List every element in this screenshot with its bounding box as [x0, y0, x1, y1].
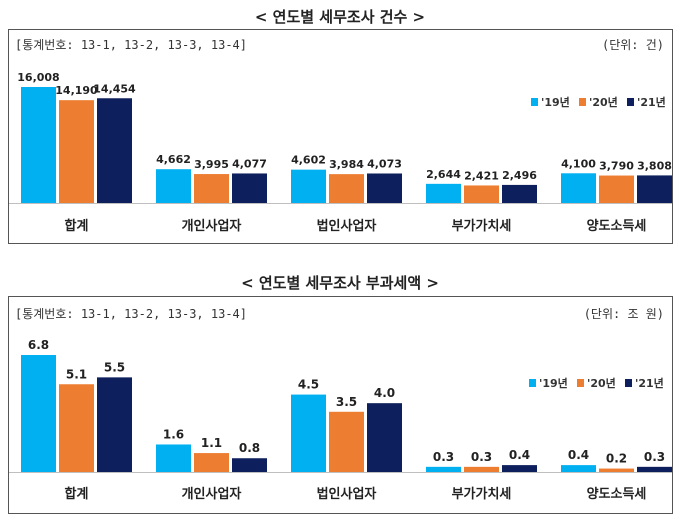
chart2-legend-swatch — [625, 379, 632, 387]
chart2-bar — [194, 453, 229, 472]
chart1-data-label: 3,790 — [599, 160, 634, 173]
chart2-legend-swatch — [529, 379, 536, 387]
chart1-bar — [561, 173, 596, 203]
chart2-category-label: 부가가치세 — [452, 486, 512, 502]
chart2-title: < 연도별 세무조사 부과세액 > — [241, 274, 439, 292]
chart1-source-note: [통계번호: 13-1, 13-2, 13-3, 13-4] — [15, 38, 248, 52]
chart2-bar — [464, 466, 499, 472]
chart1-bar — [637, 175, 672, 203]
chart2-bar — [156, 444, 191, 472]
chart1-bar — [367, 173, 402, 203]
chart1-legend-swatch — [627, 98, 634, 106]
chart1-data-label: 2,644 — [426, 168, 461, 181]
chart1-title: < 연도별 세무조사 건수 > — [254, 8, 426, 26]
chart2-source-note: [통계번호: 13-1, 13-2, 13-3, 13-4] — [15, 307, 248, 321]
chart1-data-label: 4,073 — [367, 157, 402, 170]
chart1-bar — [426, 183, 461, 203]
chart1-data-label: 3,995 — [194, 158, 229, 171]
chart1-data-label: 14,454 — [93, 82, 136, 95]
chart2-category-label: 개인사업자 — [182, 486, 242, 502]
chart2-legend-label: '21년 — [635, 376, 664, 390]
chart2-bar — [97, 377, 132, 472]
chart2-data-label: 5.5 — [104, 360, 125, 374]
chart1-category-label: 합계 — [65, 218, 89, 234]
chart2-category-label: 법인사업자 — [317, 486, 377, 502]
chart1-data-label: 4,662 — [156, 153, 191, 166]
chart2-bar — [329, 411, 364, 472]
chart2-bar — [21, 355, 56, 472]
chart1-data-label: 3,984 — [329, 158, 364, 171]
chart2-bar — [502, 465, 537, 472]
chart2-data-label: 1.6 — [163, 427, 184, 441]
chart1-legend-label: '21년 — [637, 95, 666, 109]
chart1-data-label: 16,008 — [17, 71, 59, 84]
chart1-data-label: 14,190 — [55, 84, 98, 97]
chart2-category-label: 양도소득세 — [587, 487, 647, 502]
chart2-data-label: 0.3 — [644, 450, 665, 464]
chart1-bar — [502, 184, 537, 203]
chart2-bar — [367, 403, 402, 472]
chart2-bar — [59, 384, 94, 472]
chart2-data-label: 4.0 — [374, 386, 395, 400]
chart1-unit-note: (단위: 건) — [601, 38, 664, 52]
chart2-data-label: 5.1 — [66, 367, 87, 381]
chart2-data-label: 1.1 — [201, 436, 222, 450]
chart2-bar — [561, 465, 596, 472]
chart1-bar — [599, 175, 634, 203]
chart2-data-label: 0.4 — [568, 448, 589, 462]
chart1-bar — [21, 87, 56, 203]
chart1-bar — [464, 185, 499, 203]
chart1-bar — [156, 169, 191, 203]
chart2-data-label: 0.8 — [239, 441, 260, 455]
chart2-bar — [426, 466, 461, 472]
chart1-category-label: 양도소득세 — [587, 219, 647, 234]
chart2-data-label: 6.8 — [28, 338, 49, 352]
chart2-data-label: 0.4 — [509, 448, 530, 462]
chart2-legend-label: '19년 — [539, 376, 568, 390]
chart1-bar — [291, 169, 326, 203]
chart2-data-label: 3.5 — [336, 395, 357, 409]
chart1-legend-swatch — [579, 98, 586, 106]
chart2-bar — [232, 458, 267, 472]
chart2-unit-note: (단위: 조 원) — [583, 307, 664, 321]
chart2-bar — [637, 466, 672, 472]
chart1-data-label: 2,421 — [464, 169, 499, 182]
chart1-data-label: 2,496 — [502, 169, 537, 182]
chart1-bar — [97, 98, 132, 203]
chart1-bar — [232, 173, 267, 203]
chart1-bar — [194, 174, 229, 203]
chart1-category-label: 부가가치세 — [452, 218, 512, 234]
chart1-panel: [통계번호: 13-1, 13-2, 13-3, 13-4] (단위: 건) 1… — [8, 29, 673, 244]
chart2-category-label: 합계 — [65, 486, 89, 502]
chart1-legend-label: '19년 — [541, 95, 570, 109]
chart2-bar — [291, 394, 326, 472]
chart2-data-label: 0.2 — [606, 452, 627, 466]
chart2-legend-label: '20년 — [587, 376, 616, 390]
chart2-svg: 6.8 5.1 5.5 합계 1.6 1.1 0.8 개인사업자 4.5 3.5 4.0 법인사업자 0… — [9, 338, 672, 502]
chart2-legend-swatch — [577, 379, 584, 387]
chart2-data-label: 4.5 — [298, 378, 319, 392]
chart1-data-label: 4,077 — [232, 157, 267, 170]
chart1-category-label: 개인사업자 — [182, 218, 242, 234]
chart1-bar — [59, 100, 94, 203]
chart2-data-label: 0.3 — [433, 450, 454, 464]
chart2-bar — [599, 468, 634, 472]
chart1-data-label: 4,100 — [561, 157, 596, 170]
chart1-legend-label: '20년 — [589, 95, 618, 109]
chart2-panel: [통계번호: 13-1, 13-2, 13-3, 13-4] (단위: 조 원)… — [8, 296, 673, 514]
chart1-category-label: 법인사업자 — [317, 218, 377, 234]
chart1-data-label: 4,602 — [291, 154, 326, 167]
chart1-bar — [329, 174, 364, 203]
chart1-legend-swatch — [531, 98, 538, 106]
chart1-data-label: 3,808 — [637, 159, 672, 172]
chart2-data-label: 0.3 — [471, 450, 492, 464]
